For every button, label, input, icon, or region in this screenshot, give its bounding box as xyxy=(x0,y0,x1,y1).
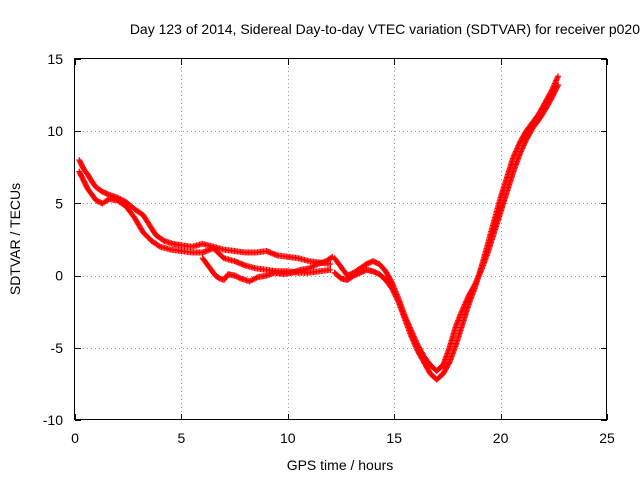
y-tick-label: -5 xyxy=(51,340,64,356)
data-point xyxy=(547,89,554,96)
y-axis-label: SDTVAR / TECUs xyxy=(7,183,23,295)
y-tick-label: 0 xyxy=(55,268,63,284)
data-point xyxy=(327,266,334,273)
data-point xyxy=(327,261,334,268)
y-tick-label: 10 xyxy=(47,123,63,139)
x-tick-label: 5 xyxy=(178,430,186,446)
y-tick-label: 15 xyxy=(47,51,63,67)
x-tick-label: 20 xyxy=(493,430,509,446)
data-point xyxy=(155,242,162,249)
data-point xyxy=(394,297,401,304)
x-tick-label: 25 xyxy=(599,430,615,446)
plot-frame xyxy=(74,58,607,420)
x-tick-label: 15 xyxy=(386,430,402,446)
x-tick-label: 10 xyxy=(280,430,296,446)
data-point xyxy=(160,237,167,244)
data-point xyxy=(445,360,452,367)
series-track-e xyxy=(331,73,562,383)
chart-title: Day 123 of 2014, Sidereal Day-to-day VTE… xyxy=(130,21,640,37)
data-point xyxy=(555,73,562,80)
x-axis-label: GPS time / hours xyxy=(287,457,394,473)
y-tick-label: -10 xyxy=(43,412,63,428)
grid-layer xyxy=(75,59,607,420)
data-layer xyxy=(76,73,562,383)
series-track-d xyxy=(331,81,562,374)
tick-layer: 0 5 10 15 20 25 -10 -5 0 5 10 15 xyxy=(43,51,615,446)
x-tick-label: 0 xyxy=(71,430,79,446)
y-tick-label: 5 xyxy=(55,195,63,211)
series-track-a xyxy=(76,157,334,268)
